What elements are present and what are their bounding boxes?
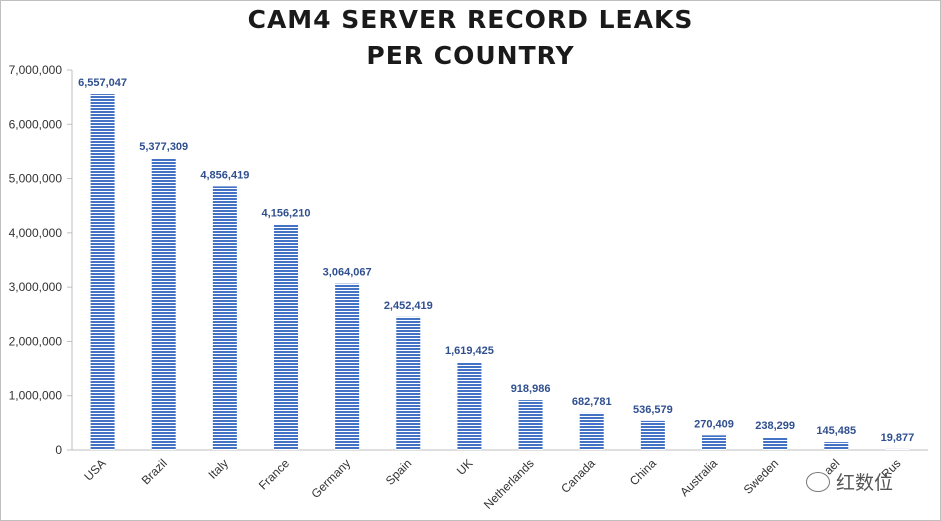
bar-spain [396,316,421,450]
x-tick-label: Netherlands [481,456,537,512]
data-label: 4,156,210 [262,207,311,219]
data-label: 270,409 [694,418,734,430]
y-tick-label: 4,000,000 [9,226,63,240]
x-tick-label: Brazil [139,456,170,487]
y-tick-labels: 0 1,000,000 2,000,000 3,000,000 4,000,000 5,0… [9,63,63,457]
bars [90,94,910,451]
x-tick-label: Italy [206,456,231,481]
y-tick-label: 3,000,000 [9,280,63,294]
bar-china [640,420,665,450]
axes [67,69,928,451]
watermark: 红数位 [806,468,893,495]
data-label: 1,619,425 [445,345,494,357]
x-tick-label: China [627,456,659,488]
x-tick-label: Germany [308,456,353,501]
bar-uk [457,362,482,450]
data-label: 536,579 [633,404,673,416]
chart-title-line-2: PER COUNTRY [366,41,575,70]
y-tick-label: 5,000,000 [9,172,63,186]
x-tick-label: USA [81,456,108,483]
x-tick-label: Sweden [741,456,782,497]
data-label: 6,557,047 [78,77,127,89]
bar-usa [90,94,115,450]
data-label: 3,064,067 [323,267,372,279]
bar-netherlands [518,400,543,450]
y-tick-label: 7,000,000 [9,63,63,77]
data-label: 19,877 [881,432,915,444]
x-tick-label: Australia [677,456,720,499]
y-tick-label: 0 [55,443,62,457]
bar-russia [885,448,910,450]
x-tick-label: France [256,456,293,493]
data-label: 145,485 [816,425,856,437]
bar-sweden [763,437,788,450]
data-labels: 6,557,047 5,377,309 4,856,419 4,156,210 3,06… [78,77,914,444]
bar-australia [702,435,726,450]
y-tick-label: 1,000,000 [9,389,63,403]
data-label: 238,299 [755,420,795,432]
wechat-icon [806,471,830,492]
data-label: 2,452,419 [384,300,433,312]
bar-italy [212,186,237,450]
data-label: 682,781 [572,396,612,408]
y-tick-label: 2,000,000 [9,334,63,348]
y-tick-label: 6,000,000 [9,117,63,131]
chart-title-line-1: CAM4 SERVER RECORD LEAKS [247,5,694,34]
watermark-text: 红数位 [836,472,894,494]
data-label: 4,856,419 [200,169,249,181]
bar-israel [824,442,849,450]
chart-title: CAM4 SERVER RECORD LEAKS PER COUNTRY [0,2,941,74]
bar-brazil [151,158,176,451]
x-tick-labels: USA Brazil Italy France Germany Spain UK Nether… [81,456,903,512]
bar-france [274,224,298,450]
data-label: 918,986 [511,383,551,395]
data-label: 5,377,309 [139,141,188,153]
x-tick-label: Canada [558,456,598,496]
bar-canada [579,412,604,450]
x-tick-label: UK [454,456,476,478]
x-tick-label: Spain [383,456,415,488]
bar-germany [335,283,360,450]
